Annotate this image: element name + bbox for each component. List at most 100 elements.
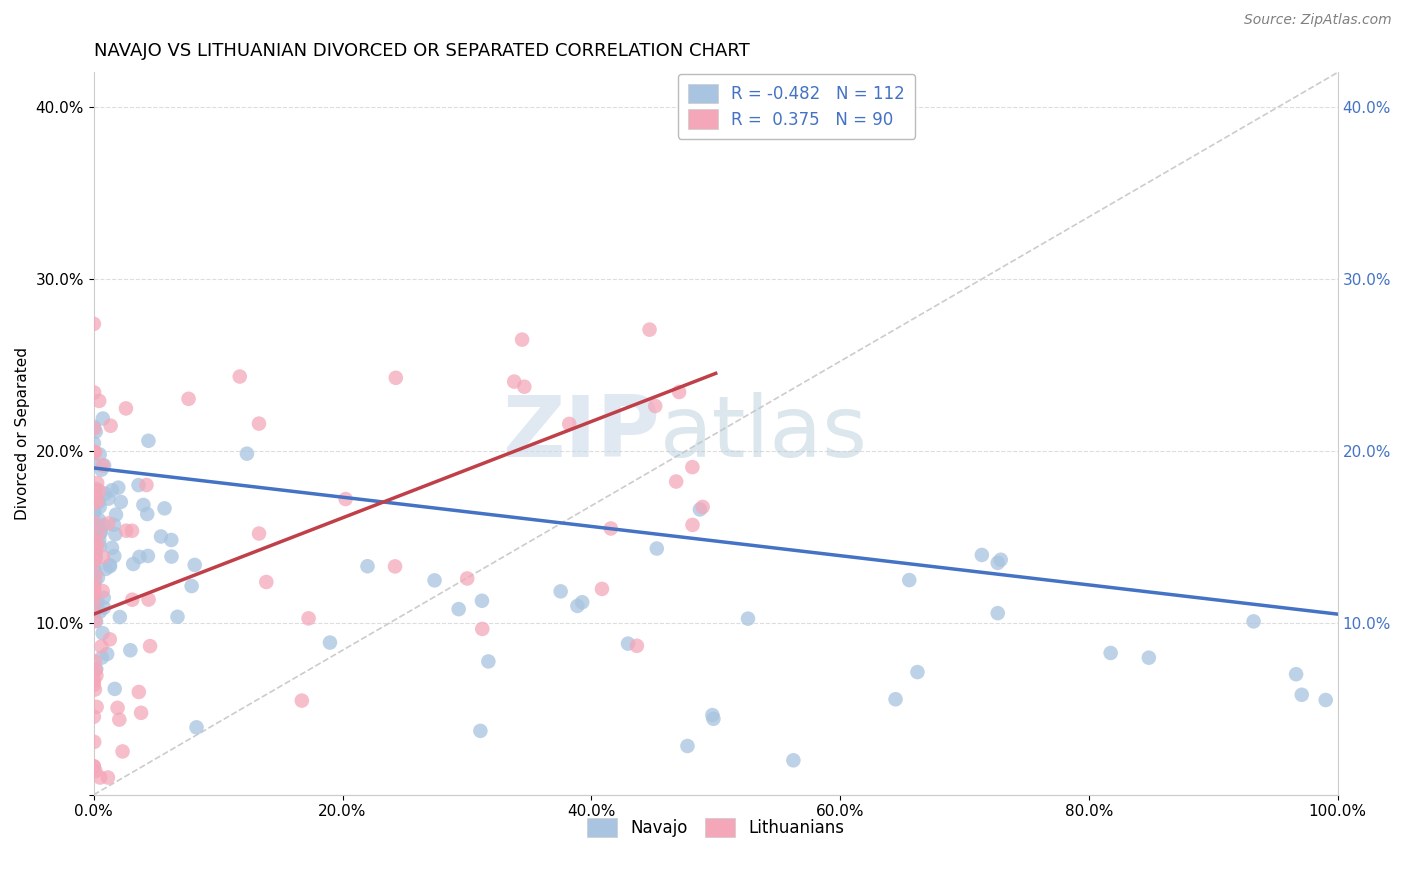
Point [100,418,122,433]
Point [254,574,277,589]
Point [83,584,105,599]
Point [83,678,105,692]
Point [83,496,105,510]
Point [83,581,105,595]
Point [591,582,613,596]
Point [510,333,533,347]
Legend: Navajo, Lithuanians: Navajo, Lithuanians [581,812,851,844]
Point [83,518,105,533]
Point [166,609,188,624]
Point [1291,688,1313,702]
Point [83,555,105,569]
Point [89,447,111,461]
Point [89,539,111,553]
Point [121,592,143,607]
Point [638,323,661,337]
Point [101,541,124,555]
Point [86,493,108,508]
Point [127,478,149,492]
Point [682,517,704,532]
Point [423,574,446,588]
Point [111,744,134,758]
Point [83,436,105,450]
Point [83,444,105,458]
Point [90,640,112,654]
Point [645,541,668,556]
Point [384,559,406,574]
Point [120,643,142,657]
Point [692,500,714,514]
Point [97,771,120,785]
Point [477,655,499,669]
Point [702,712,724,726]
Point [84,482,107,496]
Point [626,639,648,653]
Point [84,565,107,579]
Point [83,582,105,596]
Point [83,598,105,612]
Point [907,665,929,679]
Point [94,487,117,501]
Point [83,606,105,620]
Point [89,533,111,548]
Point [83,709,105,723]
Point [471,594,494,608]
Point [83,543,105,558]
Point [83,533,105,547]
Point [90,650,112,665]
Point [229,369,252,384]
Point [98,632,121,647]
Point [107,701,129,715]
Point [644,399,666,413]
Point [83,568,105,582]
Point [98,559,121,574]
Point [91,411,114,425]
Point [83,759,105,773]
Point [83,562,105,576]
Point [101,483,124,498]
Point [87,495,110,509]
Text: NAVAJO VS LITHUANIAN DIVORCED OR SEPARATED CORRELATION CHART: NAVAJO VS LITHUANIAN DIVORCED OR SEPARAT… [94,42,749,60]
Point [138,592,160,607]
Point [83,585,105,599]
Point [177,392,200,406]
Point [84,662,107,676]
Point [1285,667,1308,681]
Point [108,713,131,727]
Point [676,739,699,753]
Point [83,385,105,400]
Point [122,557,145,571]
Point [447,602,470,616]
Point [89,771,111,785]
Point [83,579,105,593]
Point [83,525,105,540]
Point [83,588,105,602]
Point [970,548,993,562]
Point [236,447,259,461]
Point [108,610,131,624]
Point [93,591,115,605]
Y-axis label: Divorced or Separated: Divorced or Separated [15,347,30,520]
Point [91,584,114,599]
Point [90,463,112,477]
Point [599,521,621,535]
Point [183,558,205,572]
Point [84,663,107,677]
Point [84,485,107,500]
Point [180,579,202,593]
Point [471,622,494,636]
Point [83,548,105,562]
Point [98,558,121,573]
Point [83,516,105,530]
Point [93,518,115,533]
Point [83,486,105,500]
Point [91,458,114,473]
Text: Source: ZipAtlas.com: Source: ZipAtlas.com [1244,13,1392,28]
Point [83,530,105,544]
Point [291,693,314,707]
Point [87,512,110,526]
Point [89,526,111,541]
Point [737,612,759,626]
Point [107,481,129,495]
Point [91,550,114,565]
